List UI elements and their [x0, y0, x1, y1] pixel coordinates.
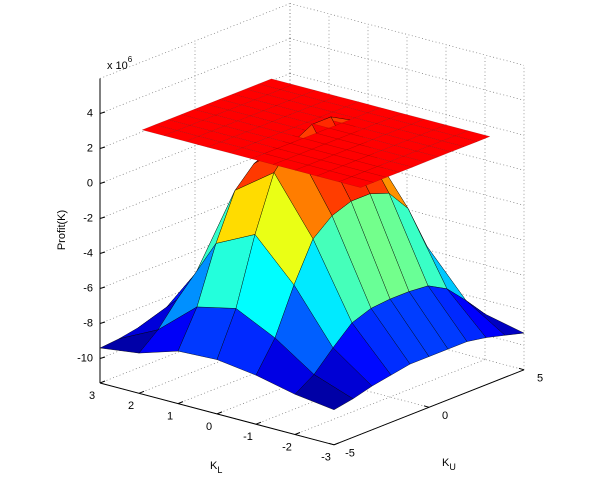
- z-tick: [99, 111, 106, 114]
- grid-line: [99, 108, 291, 184]
- z-tick-label: 4: [87, 107, 93, 119]
- y-label-sub: U: [449, 462, 456, 472]
- x-label-main: K: [210, 460, 218, 472]
- z-tick: [99, 321, 106, 324]
- z-tick: [99, 251, 106, 254]
- z-scale: x 106: [107, 55, 133, 72]
- z-tick: [99, 216, 106, 219]
- x-tick: [138, 390, 145, 394]
- x-tick-label: 3: [89, 390, 95, 402]
- surface-patch: [294, 374, 354, 411]
- x-tick: [333, 442, 340, 446]
- x-tick: [216, 411, 223, 415]
- y-tick-label: 5: [537, 373, 543, 385]
- z-scale-base: x 10: [107, 60, 128, 72]
- z-tick-label: -10: [77, 352, 93, 364]
- x-tick-label: -2: [282, 441, 292, 453]
- y-tick: [518, 367, 525, 371]
- z-tick: [99, 286, 106, 289]
- plane-patch: [338, 176, 374, 188]
- box-edge: [99, 3, 291, 79]
- x-tick: [255, 421, 262, 425]
- z-tick: [99, 356, 106, 359]
- z-tick-label: -4: [83, 247, 93, 259]
- z-tick-label: -8: [83, 317, 93, 329]
- y-tick: [328, 442, 335, 446]
- x-tick: [294, 432, 301, 435]
- x-tick-label: 0: [206, 421, 212, 433]
- y-label-main: K: [442, 457, 450, 469]
- x-axis-label: KL: [210, 460, 222, 475]
- z-tick-label: 2: [87, 142, 93, 154]
- grid-line: [294, 359, 486, 435]
- z-axis-label: Profit(K): [56, 210, 68, 250]
- z-tick: [99, 181, 106, 184]
- x-tick-label: -1: [243, 431, 253, 443]
- x-label-sub: L: [217, 465, 222, 475]
- grid-line: [99, 213, 291, 289]
- grid-line: [99, 178, 291, 254]
- z-tick: [99, 146, 106, 149]
- x-tick-label: -3: [321, 452, 331, 464]
- grid-line: [99, 143, 291, 219]
- y-tick-label: -5: [345, 448, 355, 460]
- y-tick: [423, 405, 430, 408]
- y-tick-label: 0: [442, 410, 448, 422]
- y-axis-label: KU: [442, 457, 456, 472]
- z-tick-label: -6: [83, 282, 93, 294]
- z-tick-label: -2: [83, 212, 93, 224]
- x-tick: [177, 401, 184, 405]
- x-tick-label: 1: [167, 411, 173, 423]
- z-tick-label: 0: [87, 177, 93, 189]
- z-scale-exp: 6: [128, 55, 133, 64]
- grid-line: [99, 38, 291, 114]
- x-tick: [99, 380, 106, 384]
- x-tick-label: 2: [128, 400, 134, 412]
